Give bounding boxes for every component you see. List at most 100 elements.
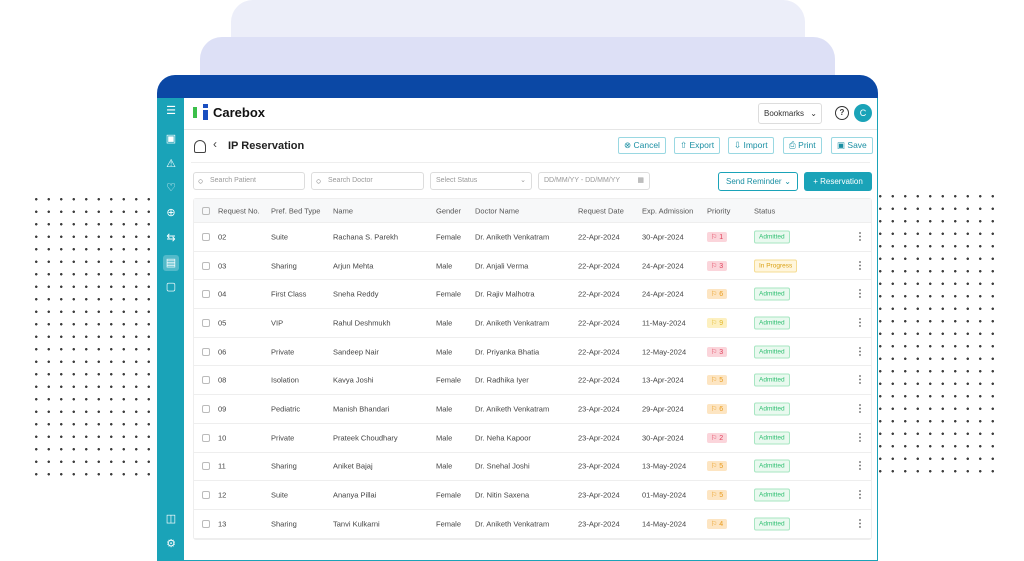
more-options-icon[interactable]: ⋮ <box>855 260 865 272</box>
status-select[interactable]: Select Status ⌄ <box>430 172 532 190</box>
table-row[interactable]: 13 Sharing Tanvi Kulkarni Female Dr. Aniketh… <box>194 510 871 539</box>
column-header[interactable]: Doctor Name <box>475 206 520 215</box>
column-header[interactable]: Status <box>754 206 776 215</box>
row-checkbox[interactable] <box>202 491 210 500</box>
app-window: ☰ ▣ ⚠ ♡ ⊕ ⇆ ▤ ▢ ◫ ⚙ Carebox Bookmarks ⌄ … <box>157 98 878 561</box>
cancel-button[interactable]: ⊗ Cancel <box>618 137 666 154</box>
column-header[interactable]: Pref. Bed Type <box>271 206 321 215</box>
more-options-icon[interactable]: ⋮ <box>855 231 865 243</box>
column-header[interactable]: Gender <box>436 206 462 215</box>
cell: 13-May-2024 <box>642 461 687 471</box>
cell: 12-May-2024 <box>642 347 687 357</box>
cell: Dr. Priyanka Bhatia <box>475 347 540 357</box>
more-options-icon[interactable]: ⋮ <box>855 317 865 329</box>
priority-badge: ⚐ 3 <box>707 346 728 357</box>
more-options-icon[interactable]: ⋮ <box>855 460 865 472</box>
export-button[interactable]: ⇧ Export <box>674 137 721 154</box>
table-row[interactable]: 08 Isolation Kavya Joshi Female Dr. Radhika … <box>194 366 871 396</box>
status-badge: Admitted <box>754 431 790 445</box>
cell: Sneha Reddy <box>333 289 379 299</box>
column-header[interactable]: Exp. Admission <box>642 206 694 215</box>
menu-icon[interactable]: ☰ <box>166 105 176 117</box>
cell: 05 <box>218 318 227 328</box>
cell: 22-Apr-2024 <box>578 318 620 328</box>
cell: Rachana S. Parekh <box>333 232 399 242</box>
print-button[interactable]: ⎙ Print <box>783 137 822 154</box>
flag-icon: ⚐ <box>711 492 718 500</box>
home-icon[interactable] <box>194 140 206 153</box>
cell: Ananya Pillai <box>333 490 377 500</box>
transfer-icon[interactable]: ⇆ <box>166 232 176 244</box>
row-checkbox[interactable] <box>202 462 210 471</box>
add-reservation-button[interactable]: + Reservation <box>804 172 872 191</box>
search-doctor-input[interactable]: ○ Search Doctor <box>311 172 424 190</box>
cell: 13-Apr-2024 <box>642 375 684 385</box>
row-checkbox[interactable] <box>202 232 210 241</box>
chevron-down-icon: ⌄ <box>520 177 526 184</box>
table-row[interactable]: 06 Private Sandeep Nair Male Dr. Priyanka Bh… <box>194 338 871 367</box>
column-header[interactable]: Priority <box>707 206 731 215</box>
table-row[interactable]: 03 Sharing Arjun Mehta Male Dr. Anjali Verma… <box>194 252 871 281</box>
more-options-icon[interactable]: ⋮ <box>855 489 865 501</box>
status-badge: Admitted <box>754 287 790 301</box>
more-options-icon[interactable]: ⋮ <box>855 518 865 530</box>
cell: Male <box>436 404 453 414</box>
cell: Dr. Aniketh Venkatram <box>475 404 550 414</box>
back-icon[interactable]: ‹ <box>213 137 217 151</box>
row-checkbox[interactable] <box>202 519 210 528</box>
devices-icon[interactable]: ◫ <box>165 513 177 525</box>
row-checkbox[interactable] <box>202 404 210 413</box>
help-icon[interactable]: ? <box>835 106 849 120</box>
more-options-icon[interactable]: ⋮ <box>855 432 865 444</box>
column-header[interactable]: Request No. <box>218 206 260 215</box>
table-row[interactable]: 10 Private Prateek Choudhary Male Dr. Neha K… <box>194 424 871 453</box>
save-button[interactable]: ▣ Save <box>831 137 873 154</box>
more-options-icon[interactable]: ⋮ <box>855 288 865 300</box>
select-all-checkbox[interactable] <box>202 206 210 215</box>
search-icon: ○ <box>316 176 322 186</box>
bookmarks-dropdown[interactable]: Bookmarks ⌄ <box>758 103 822 124</box>
medkit-icon[interactable]: ⊕ <box>166 207 176 219</box>
row-checkbox[interactable] <box>202 376 210 385</box>
cell: Dr. Anjali Verma <box>475 261 529 271</box>
heart-icon[interactable]: ♡ <box>166 182 176 194</box>
cell: 22-Apr-2024 <box>578 289 620 299</box>
row-checkbox[interactable] <box>202 290 210 299</box>
import-button[interactable]: ⇩ Import <box>728 137 774 154</box>
column-header[interactable]: Request Date <box>578 206 624 215</box>
alarm-icon[interactable]: ⚠ <box>166 158 176 170</box>
cell: First Class <box>271 289 307 299</box>
cell: 22-Apr-2024 <box>578 347 620 357</box>
search-icon: ○ <box>198 176 204 186</box>
date-range-input[interactable]: DD/MM/YY - DD/MM/YY ▦ <box>538 172 650 190</box>
table-row[interactable]: 09 Pediatric Manish Bhandari Male Dr. Aniket… <box>194 395 871 424</box>
flag-icon: ⚐ <box>711 233 718 241</box>
cell: 10 <box>218 433 227 443</box>
flag-icon: ⚐ <box>711 319 718 327</box>
column-header[interactable]: Name <box>333 206 354 215</box>
status-badge: Admitted <box>754 488 790 502</box>
more-options-icon[interactable]: ⋮ <box>855 374 865 386</box>
table-row[interactable]: 04 First Class Sneha Reddy Female Dr. Rajiv … <box>194 280 871 310</box>
more-options-icon[interactable]: ⋮ <box>855 403 865 415</box>
search-patient-input[interactable]: ○ Search Patient <box>193 172 305 190</box>
row-checkbox[interactable] <box>202 347 210 356</box>
status-badge: Admitted <box>754 345 790 359</box>
table-row[interactable]: 02 Suite Rachana S. Parekh Female Dr. Aniket… <box>194 223 871 252</box>
dashboard-icon[interactable]: ▣ <box>165 133 177 145</box>
status-badge: Admitted <box>754 230 790 244</box>
row-checkbox[interactable] <box>202 433 210 442</box>
report-icon[interactable]: ▢ <box>165 281 177 293</box>
table-row[interactable]: 05 VIP Rahul Deshmukh Male Dr. Aniketh Venka… <box>194 309 871 338</box>
table-row[interactable]: 11 Sharing Aniket Bajaj Male Dr. Snehal Josh… <box>194 453 871 482</box>
row-checkbox[interactable] <box>202 261 210 270</box>
table-row[interactable]: 12 Suite Ananya Pillai Female Dr. Nitin Saxe… <box>194 481 871 510</box>
row-checkbox[interactable] <box>202 318 210 327</box>
reservation-icon[interactable]: ▤ <box>163 255 179 271</box>
avatar[interactable]: C <box>854 104 872 122</box>
settings-icon[interactable]: ⚙ <box>166 538 176 550</box>
more-options-icon[interactable]: ⋮ <box>855 346 865 358</box>
cell: 11-May-2024 <box>642 318 686 328</box>
cell: 06 <box>218 347 227 357</box>
send-reminder-button[interactable]: Send Reminder ⌄ <box>718 172 798 191</box>
